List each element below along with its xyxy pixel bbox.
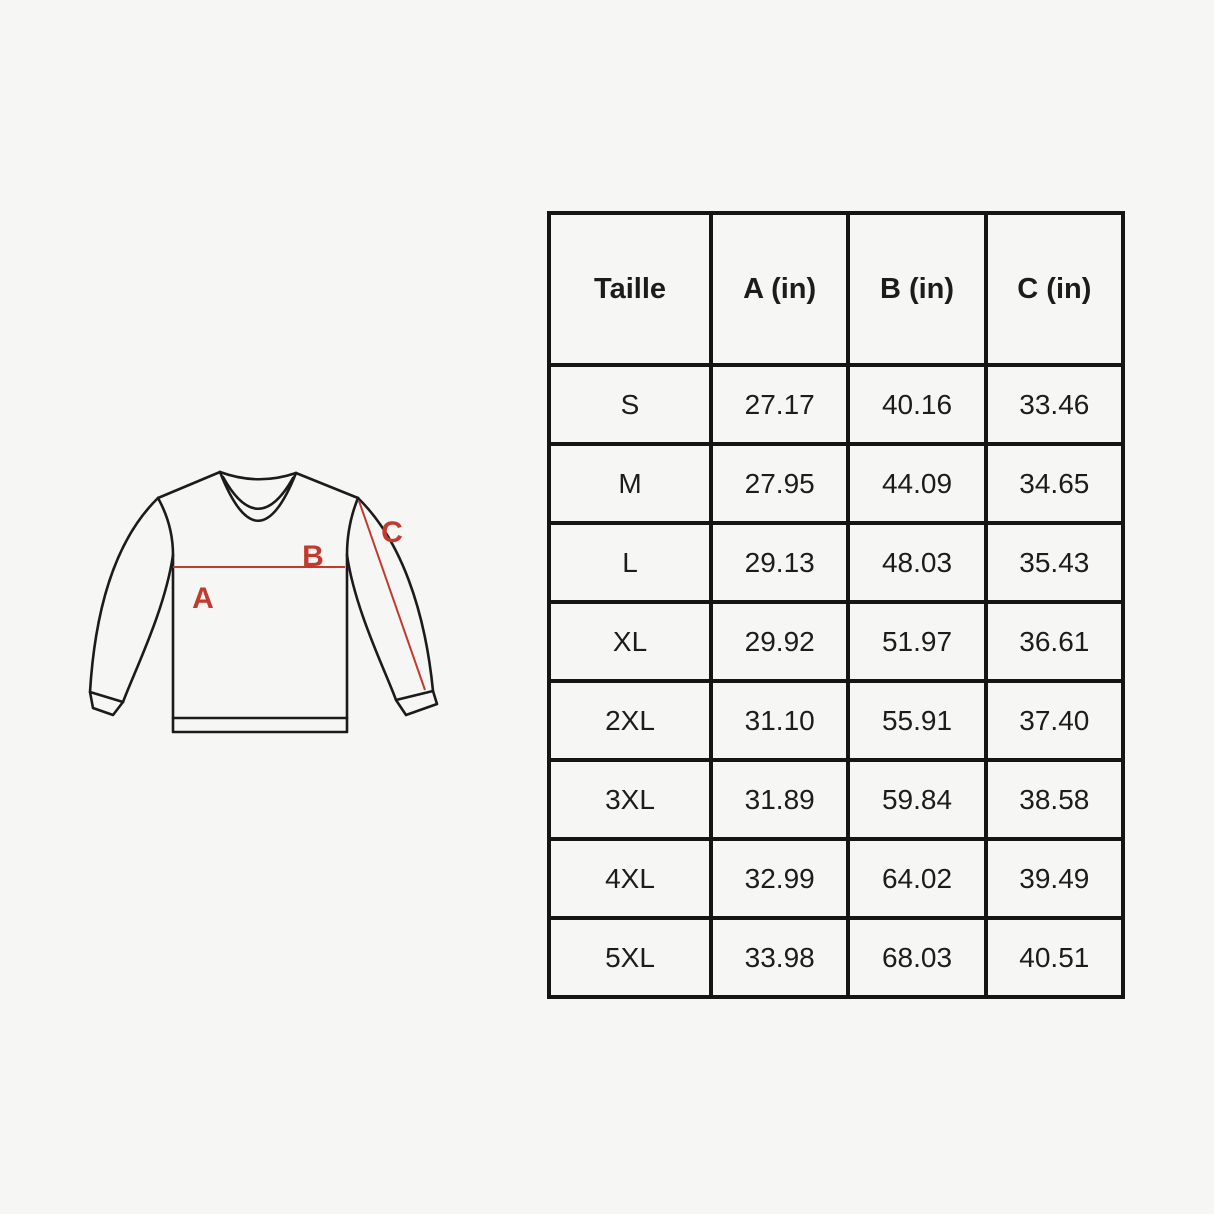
right-sleeve-seam bbox=[345, 496, 360, 557]
left-shoulder-line bbox=[156, 470, 222, 500]
value-cell: 35.43 bbox=[983, 521, 1126, 604]
collar-back-neck-line bbox=[218, 470, 298, 481]
header-row: Taille A (in) B (in) C (in) bbox=[546, 211, 1126, 367]
measurement-label-a: A bbox=[192, 582, 214, 615]
value-cell: 34.65 bbox=[983, 442, 1126, 525]
value-cell: 68.03 bbox=[846, 916, 988, 999]
value-cell: 29.92 bbox=[709, 600, 851, 683]
value-cell: 51.97 bbox=[846, 600, 988, 683]
value-cell: 31.89 bbox=[709, 758, 851, 841]
value-cell: 27.17 bbox=[709, 363, 851, 446]
size-cell: 3XL bbox=[546, 758, 714, 841]
table-row: 5XL 33.98 68.03 40.51 bbox=[546, 916, 1126, 999]
left-cuff bbox=[88, 690, 125, 717]
value-cell: 27.95 bbox=[709, 442, 851, 525]
left-sleeve-seam bbox=[156, 496, 175, 557]
size-cell: M bbox=[546, 442, 714, 525]
measurement-line-c bbox=[358, 500, 426, 691]
left-sleeve-inner-edge bbox=[121, 553, 175, 704]
value-cell: 40.16 bbox=[846, 363, 988, 446]
size-chart-table: Taille A (in) B (in) C (in) S 27.17 40.1… bbox=[546, 211, 1126, 999]
size-cell: XL bbox=[546, 600, 714, 683]
table-row: M 27.95 44.09 34.65 bbox=[546, 442, 1126, 525]
size-cell: 2XL bbox=[546, 679, 714, 762]
right-sleeve-inner-edge bbox=[345, 553, 398, 702]
value-cell: 38.58 bbox=[983, 758, 1126, 841]
size-cell: 4XL bbox=[546, 837, 714, 920]
body-outline bbox=[171, 553, 349, 734]
measurement-label-b: B bbox=[302, 540, 324, 573]
collar-inner-line bbox=[221, 475, 295, 510]
header-cell-size: Taille bbox=[546, 211, 714, 367]
value-cell: 64.02 bbox=[846, 837, 988, 920]
value-cell: 40.51 bbox=[983, 916, 1126, 999]
value-cell: 59.84 bbox=[846, 758, 988, 841]
table-row: 4XL 32.99 64.02 39.49 bbox=[546, 837, 1126, 920]
header-cell-a: A (in) bbox=[709, 211, 851, 367]
table-row: 3XL 31.89 59.84 38.58 bbox=[546, 758, 1126, 841]
size-cell: S bbox=[546, 363, 714, 446]
value-cell: 33.98 bbox=[709, 916, 851, 999]
header-cell-c: C (in) bbox=[983, 211, 1126, 367]
measurement-label-c: C bbox=[381, 516, 403, 549]
header-cell-b: B (in) bbox=[846, 211, 988, 367]
value-cell: 44.09 bbox=[846, 442, 988, 525]
garment-diagram: A B C bbox=[88, 470, 439, 734]
value-cell: 31.10 bbox=[709, 679, 851, 762]
value-cell: 33.46 bbox=[983, 363, 1126, 446]
table-row: S 27.17 40.16 33.46 bbox=[546, 363, 1126, 446]
value-cell: 48.03 bbox=[846, 521, 988, 604]
value-cell: 39.49 bbox=[983, 837, 1126, 920]
right-cuff bbox=[394, 689, 439, 717]
value-cell: 55.91 bbox=[846, 679, 988, 762]
value-cell: 32.99 bbox=[709, 837, 851, 920]
size-cell: L bbox=[546, 521, 714, 604]
value-cell: 29.13 bbox=[709, 521, 851, 604]
right-shoulder-line bbox=[294, 471, 360, 500]
table-row: 2XL 31.10 55.91 37.40 bbox=[546, 679, 1126, 762]
collar-outer-line bbox=[218, 470, 298, 522]
left-sleeve-outer-edge bbox=[88, 496, 160, 694]
table-row: XL 29.92 51.97 36.61 bbox=[546, 600, 1126, 683]
table-row: L 29.13 48.03 35.43 bbox=[546, 521, 1126, 604]
right-sleeve-outer-edge bbox=[356, 496, 435, 693]
value-cell: 36.61 bbox=[983, 600, 1126, 683]
size-cell: 5XL bbox=[546, 916, 714, 999]
value-cell: 37.40 bbox=[983, 679, 1126, 762]
